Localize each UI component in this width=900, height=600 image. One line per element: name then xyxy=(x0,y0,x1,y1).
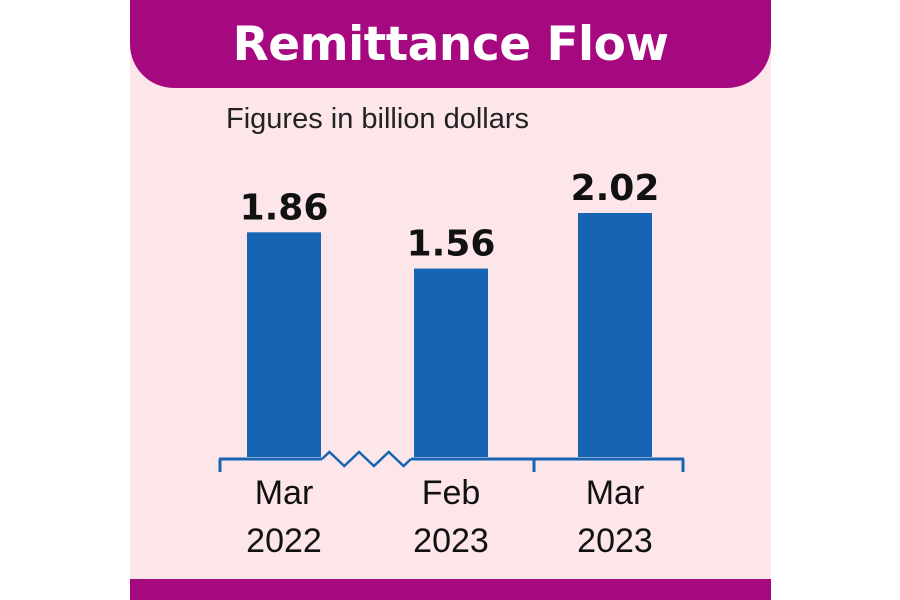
bar-1 xyxy=(247,232,321,457)
x-tick-label-line1-1: Mar xyxy=(255,474,314,512)
bar-3 xyxy=(578,213,652,457)
x-tick-label-line2-2: 2023 xyxy=(413,522,489,560)
x-tick-label-line2-3: 2023 xyxy=(577,522,653,560)
footer-bar xyxy=(130,579,771,600)
x-tick-label-line1-3: Mar xyxy=(586,474,645,512)
axis-break-zigzag xyxy=(321,450,412,468)
chart-title: Remittance Flow xyxy=(232,16,669,72)
title-banner: Remittance Flow xyxy=(130,0,771,88)
bar-2 xyxy=(414,268,488,457)
value-label-2: 1.56 xyxy=(407,224,496,265)
x-tick-label-line2-1: 2022 xyxy=(246,522,322,560)
value-label-1: 1.86 xyxy=(240,187,329,228)
x-tick-label-line1-2: Feb xyxy=(422,474,481,512)
value-label-3: 2.02 xyxy=(571,168,660,209)
chart-subtitle: Figures in billion dollars xyxy=(226,103,530,135)
